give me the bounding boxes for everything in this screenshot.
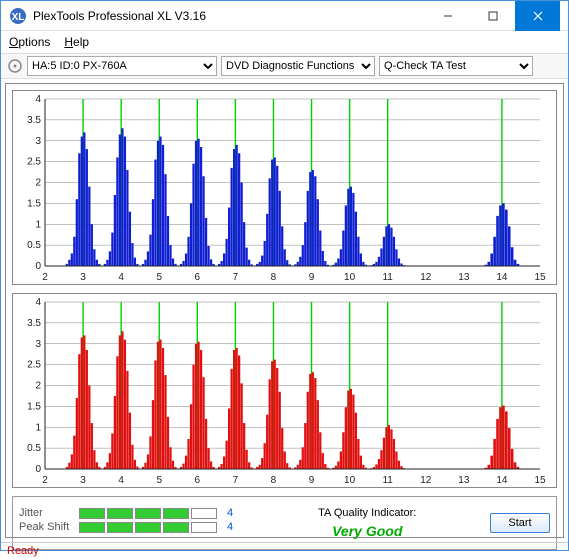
window-title: PlexTools Professional XL V3.16 [33,9,425,23]
svg-text:14: 14 [496,272,508,283]
metrics: Jitter 4 Peak Shift 4 [19,507,245,547]
svg-text:3: 3 [35,136,41,147]
svg-text:8: 8 [271,272,277,283]
svg-text:0: 0 [35,464,41,475]
menu-bar: Options Help [1,31,568,53]
svg-text:2.5: 2.5 [27,157,41,168]
app-icon: XL [9,7,27,25]
svg-text:15: 15 [534,475,546,486]
svg-text:12: 12 [420,272,432,283]
start-wrap: Start [490,507,550,547]
peak-label: Peak Shift [19,521,73,533]
svg-text:3: 3 [80,475,86,486]
svg-text:7: 7 [233,475,239,486]
svg-text:6: 6 [195,475,201,486]
svg-text:2: 2 [35,178,41,189]
svg-text:XL: XL [12,12,25,23]
quality-value: Very Good [255,523,481,539]
jitter-value: 4 [227,507,233,519]
svg-text:4: 4 [118,475,124,486]
svg-text:6: 6 [195,272,201,283]
svg-text:10: 10 [344,475,356,486]
jitter-row: Jitter 4 [19,507,245,519]
peak-value: 4 [227,521,233,533]
svg-text:0.5: 0.5 [27,240,41,251]
test-combo[interactable]: Q-Check TA Test [379,56,533,76]
chart-top: 0 0.5 1 1.5 2 2.5 3 3.5 4 2 3 4 5 6 7 8 9 10 11 12 13 14 15 [12,90,557,285]
svg-text:12: 12 [420,475,432,486]
toolbar: HA:5 ID:0 PX-760A DVD Diagnostic Functio… [1,53,568,79]
svg-text:0: 0 [35,261,41,272]
svg-text:11: 11 [382,272,393,283]
svg-text:14: 14 [496,475,508,486]
function-combo[interactable]: DVD Diagnostic Functions [221,56,375,76]
svg-text:0.5: 0.5 [27,443,41,454]
content-panel: 00.511.522.533.5423456789101112131415 00… [5,83,564,538]
svg-text:15: 15 [534,272,546,283]
svg-text:2: 2 [42,272,48,283]
svg-text:3.5: 3.5 [27,318,41,329]
svg-text:1: 1 [35,219,41,230]
peak-blocks [79,522,217,533]
svg-text:3.5: 3.5 [27,115,41,126]
svg-text:4: 4 [118,272,124,283]
svg-text:13: 13 [458,475,470,486]
svg-text:2: 2 [35,381,41,392]
jitter-blocks [79,508,217,519]
menu-help[interactable]: Help [64,35,89,49]
drive-selector[interactable]: HA:5 ID:0 PX-760A [7,56,217,76]
svg-text:10: 10 [344,272,356,283]
status-text: Ready [7,545,39,557]
maximize-button[interactable] [470,1,515,31]
quality-indicator: TA Quality Indicator: Very Good [255,507,481,547]
svg-text:4: 4 [35,94,41,105]
disc-icon [7,58,23,74]
svg-text:5: 5 [156,272,162,283]
svg-text:5: 5 [156,475,162,486]
quality-label: TA Quality Indicator: [255,507,481,519]
jitter-label: Jitter [19,507,73,519]
close-button[interactable] [515,1,560,31]
svg-text:11: 11 [382,475,393,486]
svg-text:1.5: 1.5 [27,198,41,209]
drive-combo[interactable]: HA:5 ID:0 PX-760A [27,56,217,76]
bottom-panel: Jitter 4 Peak Shift 4 TA Quality Indicat… [12,496,557,550]
chart-bottom: 0 0.5 1 1.5 2 2.5 3 3.5 4 2 3 4 5 6 7 8 9 10 11 12 13 14 15 [12,293,557,488]
svg-text:13: 13 [458,272,470,283]
svg-text:2.5: 2.5 [27,360,41,371]
svg-text:7: 7 [233,272,239,283]
svg-text:9: 9 [309,272,315,283]
peak-row: Peak Shift 4 [19,521,245,533]
svg-text:3: 3 [35,339,41,350]
svg-text:9: 9 [309,475,315,486]
svg-text:8: 8 [271,475,277,486]
svg-text:4: 4 [35,297,41,308]
svg-text:3: 3 [80,272,86,283]
start-button[interactable]: Start [490,513,550,533]
svg-text:1.5: 1.5 [27,401,41,412]
minimize-button[interactable] [425,1,470,31]
svg-text:1: 1 [35,422,41,433]
svg-text:2: 2 [42,475,48,486]
title-bar: XL PlexTools Professional XL V3.16 [1,1,568,31]
menu-options[interactable]: Options [9,35,50,49]
